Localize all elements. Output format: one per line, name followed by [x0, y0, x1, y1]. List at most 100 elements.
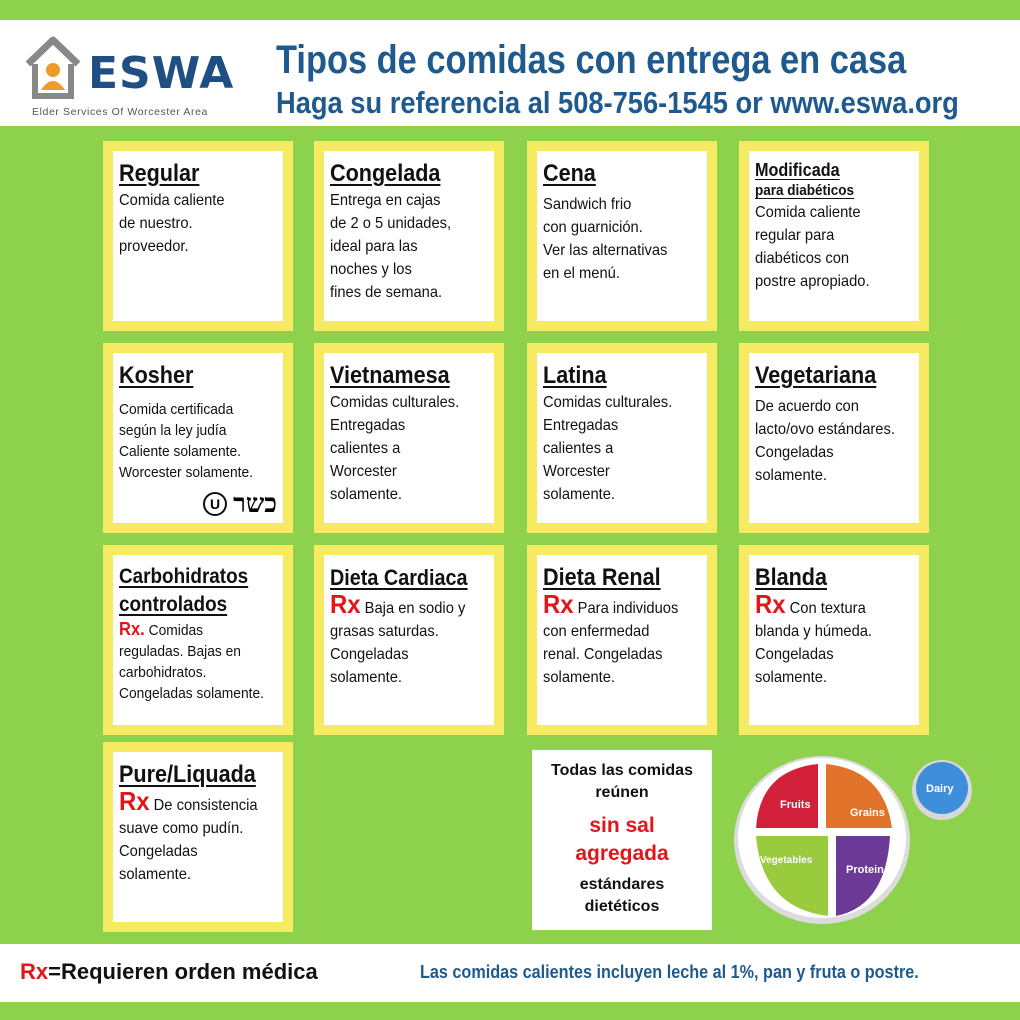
- card-latina: Latina Comidas culturales. Entregadas ca…: [527, 343, 717, 533]
- card-subtitle: para diabéticos: [755, 182, 855, 199]
- card-line: Entregadas: [330, 417, 406, 434]
- card-line: calientes a: [543, 440, 614, 457]
- grains-segment: [826, 764, 892, 828]
- card-body: Rx Con textura blanda y húmeda. Congelad…: [755, 591, 930, 689]
- no-salt-note: Todas las comidas reúnen sin sal agregad…: [532, 750, 712, 930]
- card-line-first: Comidas: [144, 622, 204, 639]
- card-line: en el menú.: [543, 265, 620, 282]
- card-line: diabéticos con: [755, 250, 850, 267]
- card-line: renal. Congeladas: [543, 646, 663, 663]
- card-body: Comida caliente regular para diabéticos …: [755, 201, 930, 293]
- card-renal: Dieta Renal Rx Para individuos con enfer…: [527, 545, 717, 735]
- footer-note: Las comidas calientes incluyen leche al …: [420, 962, 919, 982]
- rx-legend-label: Rx: [20, 959, 49, 984]
- card-line: regular para: [755, 227, 835, 244]
- card-title: Kosher: [119, 362, 194, 389]
- card-title: Latina: [543, 362, 607, 389]
- ou-icon: U: [203, 492, 228, 516]
- card-line: Worcester: [543, 463, 610, 480]
- page-title: Tipos de comidas con entrega en casa: [276, 38, 907, 82]
- card-body: De acuerdo con lacto/ovo estándares. Con…: [755, 395, 930, 487]
- fruits-segment: [756, 764, 818, 828]
- card-line: Rx De consistencia: [119, 788, 294, 817]
- card-line: según la ley judía: [119, 422, 227, 439]
- card-body: Entrega en cajas de 2 o 5 unidades, idea…: [330, 189, 505, 304]
- card-line: Caliente solamente.: [119, 443, 241, 460]
- card-line: con guarnición.: [543, 219, 643, 236]
- card-line: De acuerdo con: [755, 398, 859, 415]
- rx-legend-text: =Requieren orden médica: [48, 959, 318, 984]
- card-line: Congeladas: [755, 646, 834, 663]
- card-line: solamente.: [755, 669, 828, 686]
- note-line: Todas las comidas: [551, 762, 693, 779]
- plate-label-grains: Grains: [850, 807, 885, 819]
- card-body: Rx Para individuos con enfermedad renal.…: [543, 591, 718, 689]
- card-line: Rx. Comidas: [119, 619, 294, 641]
- eswa-logo: ESWA Elder Services Of Worcester Area: [22, 30, 244, 122]
- card-congelada: Congelada Entrega en cajas de 2 o 5 unid…: [314, 141, 504, 331]
- card-line: noches y los: [330, 261, 412, 278]
- kosher-hebrew: כשר: [233, 489, 277, 519]
- card-title-line2: controlados: [119, 593, 228, 616]
- card-line: suave como pudín.: [119, 820, 244, 837]
- card-line: carbohidratos.: [119, 664, 207, 681]
- card-line: de 2 o 5 unidades,: [330, 215, 452, 232]
- plate-label-protein: Protein: [846, 864, 884, 876]
- card-title: Pure/Liquada: [119, 761, 256, 788]
- card-body: Comidas culturales. Entregadas calientes…: [330, 391, 505, 506]
- card-body: Rx De consistencia suave como pudín. Con…: [119, 788, 294, 886]
- card-line: blanda y húmeda.: [755, 623, 873, 640]
- card-line: Ver las alternativas: [543, 242, 668, 259]
- card-line: solamente.: [755, 467, 828, 484]
- plate-label-fruits: Fruits: [780, 799, 811, 811]
- card-title: Congelada: [330, 160, 441, 187]
- card-line: Rx Baja en sodio y: [330, 591, 505, 620]
- myplate-icon: Fruits Grains Vegetables Protein Dairy: [734, 756, 972, 924]
- note-line: dietéticos: [584, 898, 660, 915]
- card-body: Rx. Comidas reguladas. Bajas en carbohid…: [119, 619, 294, 704]
- card-line: reguladas. Bajas en: [119, 643, 241, 660]
- footer: Rx=Requieren orden médica Las comidas ca…: [0, 944, 1020, 1002]
- card-line: solamente.: [119, 866, 192, 883]
- card-line: Entregadas: [543, 417, 619, 434]
- vegetables-segment: [756, 836, 828, 916]
- kosher-certification: U כשר: [203, 489, 277, 519]
- card-line: grasas saturdas.: [330, 623, 439, 640]
- card-title: Carbohidratos: [119, 565, 249, 588]
- rx-label: Rx: [330, 589, 361, 619]
- card-line: con enfermedad: [543, 623, 650, 640]
- card-line: Congeladas: [119, 843, 198, 860]
- card-line: fines de semana.: [330, 284, 443, 301]
- card-line-first: Baja en sodio y: [360, 600, 466, 617]
- card-line: Sandwich frio: [543, 196, 632, 213]
- card-title: Modificada: [755, 160, 840, 180]
- rx-label: Rx: [119, 619, 141, 639]
- card-line: ideal para las: [330, 238, 418, 255]
- card-body: Comidas culturales. Entregadas calientes…: [543, 391, 718, 506]
- card-pure: Pure/Liquada Rx De consistencia suave co…: [103, 742, 293, 932]
- protein-segment: [836, 836, 890, 916]
- card-modificada: Modificada para diabéticos Comida calien…: [739, 141, 929, 331]
- card-line: Comidas culturales.: [330, 394, 460, 411]
- card-line: Comida caliente: [119, 192, 225, 209]
- card-line: solamente.: [543, 486, 616, 503]
- card-line-first: Para individuos: [573, 600, 679, 617]
- card-line: Comidas culturales.: [543, 394, 673, 411]
- card-body: Rx Baja en sodio y grasas saturdas. Cong…: [330, 591, 505, 689]
- note-highlight: sin sal: [589, 814, 655, 837]
- card-line: Congeladas: [330, 646, 409, 663]
- card-line: solamente.: [330, 486, 403, 503]
- card-line: solamente.: [330, 669, 403, 686]
- rx-suffix: .: [140, 619, 145, 639]
- card-line: Rx Con textura: [755, 591, 930, 620]
- plate-label-dairy: Dairy: [926, 783, 954, 795]
- card-title: Regular: [119, 160, 200, 187]
- card-cardiaca: Dieta Cardiaca Rx Baja en sodio y grasas…: [314, 545, 504, 735]
- card-line: Congeladas solamente.: [119, 685, 265, 702]
- card-vietnamesa: Vietnamesa Comidas culturales. Entregada…: [314, 343, 504, 533]
- card-body: Sandwich frio con guarnición. Ver las al…: [543, 193, 718, 285]
- note-highlight: agregada: [575, 842, 669, 865]
- card-line: Worcester solamente.: [119, 464, 253, 481]
- plate-label-vegetables: Vegetables: [760, 855, 813, 866]
- card-line: proveedor.: [119, 238, 189, 255]
